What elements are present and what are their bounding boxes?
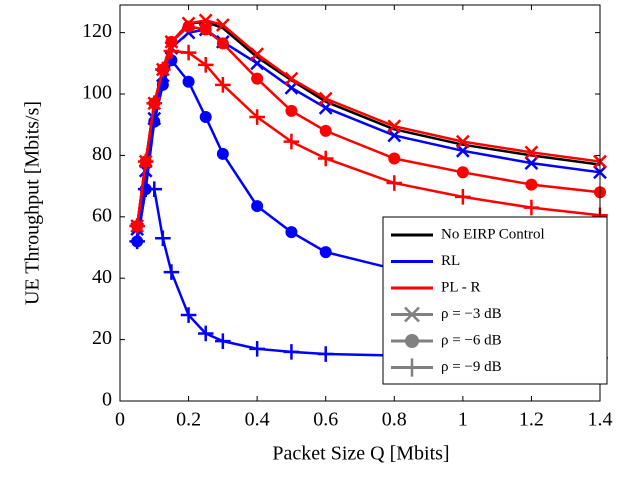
data-point — [317, 150, 334, 167]
data-point — [165, 35, 178, 48]
x-tick-label: 0.6 — [313, 409, 338, 431]
data-point — [285, 226, 298, 239]
x-tick-label: 1.4 — [588, 409, 613, 431]
data-point — [155, 61, 171, 78]
data-point — [197, 325, 214, 342]
data-point — [163, 264, 180, 280]
legend-marker — [402, 358, 422, 377]
legend-label: ρ = −9 dB — [441, 359, 502, 375]
data-point — [180, 44, 197, 61]
legend-label: ρ = −6 dB — [441, 332, 502, 348]
data-point — [319, 246, 332, 259]
data-point — [455, 189, 471, 205]
data-point — [250, 47, 265, 62]
data-point — [216, 147, 229, 160]
x-tick-label: 0.4 — [245, 409, 270, 431]
y-tick-label: 0 — [102, 389, 112, 411]
legend-label: RL — [441, 253, 460, 269]
data-point — [318, 91, 333, 106]
data-point — [137, 153, 154, 170]
y-tick-label: 60 — [92, 204, 112, 226]
data-point — [283, 344, 300, 360]
legend-box — [382, 216, 608, 385]
data-point — [456, 166, 469, 179]
data-point — [182, 75, 195, 88]
data-point — [317, 346, 334, 362]
data-point — [199, 23, 212, 36]
y-tick-label: 120 — [82, 20, 112, 42]
data-point — [455, 134, 470, 149]
data-point — [215, 18, 230, 32]
x-tick-label: 0.2 — [176, 409, 201, 431]
data-point — [386, 175, 403, 191]
data-point — [180, 307, 197, 323]
data-point — [146, 95, 163, 112]
data-point — [129, 233, 145, 250]
x-axis-label: Packet Size Q [Mbits] — [272, 443, 449, 465]
x-tick-label: 1.2 — [519, 409, 544, 431]
data-point — [129, 218, 145, 234]
data-point — [388, 152, 401, 165]
data-point — [387, 119, 402, 134]
legend-marker — [405, 334, 419, 348]
y-tick-label: 100 — [82, 82, 112, 104]
data-point — [198, 13, 213, 28]
data-point — [524, 145, 539, 160]
legend-label: No EIRP Control — [441, 226, 545, 242]
data-point — [284, 71, 299, 86]
data-point — [249, 109, 265, 125]
data-point — [523, 199, 540, 216]
x-tick-label: 0 — [115, 409, 125, 431]
data-line — [135, 19, 601, 227]
data-point — [163, 43, 180, 59]
y-tick-label: 20 — [92, 327, 112, 349]
data-point — [249, 341, 265, 357]
data-point — [216, 37, 229, 50]
data-point — [525, 178, 538, 191]
data-point — [155, 230, 171, 247]
data-point — [215, 333, 231, 349]
data-point — [319, 124, 332, 137]
data-point — [182, 20, 195, 33]
y-tick-label: 40 — [92, 266, 112, 288]
legend-label: PL - R — [441, 279, 480, 295]
data-line — [135, 49, 601, 227]
data-point — [251, 72, 264, 85]
x-tick-label: 0.8 — [382, 409, 407, 431]
data-point — [197, 57, 214, 73]
data-point — [283, 133, 300, 150]
x-tick-label: 1 — [458, 409, 468, 431]
plot-frame — [119, 4, 601, 402]
legend-label: ρ = −3 dB — [441, 306, 502, 322]
data-point — [146, 181, 163, 197]
data-point — [524, 156, 539, 170]
data-point — [215, 77, 231, 93]
y-axis-label: UE Throughput [Mbits/s] — [22, 101, 44, 305]
legend-marker — [404, 306, 420, 323]
data-point — [199, 111, 212, 124]
y-tick-label: 80 — [92, 143, 112, 165]
data-point — [251, 200, 264, 213]
data-point — [285, 104, 298, 117]
